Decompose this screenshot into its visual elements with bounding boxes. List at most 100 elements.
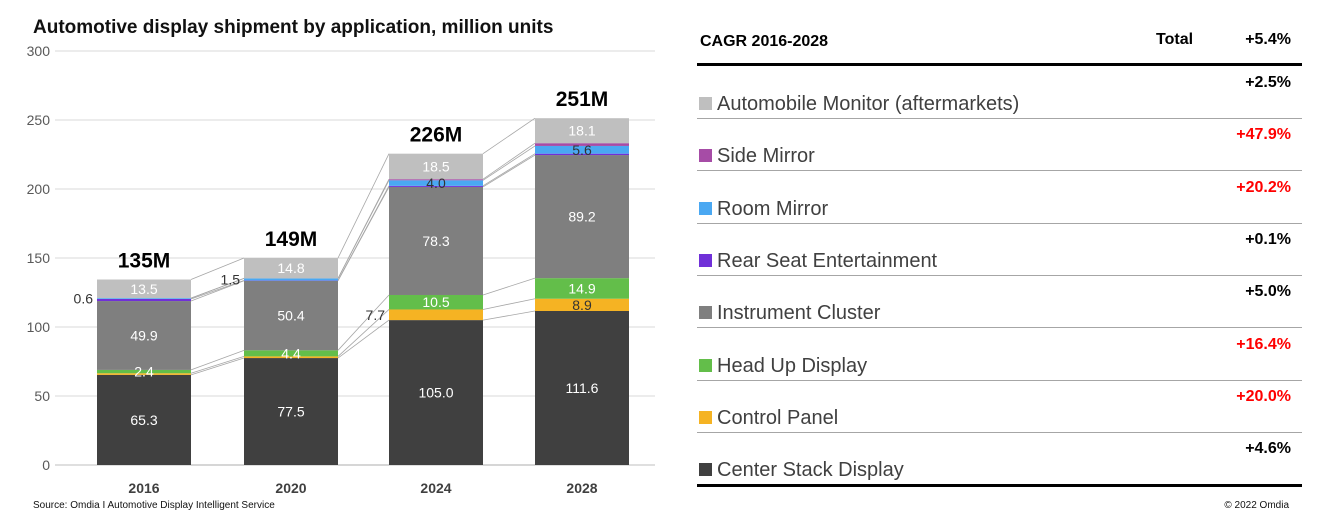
bar-segment	[244, 278, 338, 281]
bar-segment	[535, 278, 629, 299]
legend-label: Side Mirror	[717, 145, 815, 168]
connector-line	[337, 153, 390, 259]
bar-segment	[535, 145, 629, 154]
bar-segment	[535, 310, 629, 465]
source-note: Source: Omdia I Automotive Display Intel…	[33, 500, 275, 511]
bar-segment	[97, 298, 191, 302]
total-label: 251M	[556, 88, 609, 111]
x-tick-label: 2024	[420, 480, 451, 496]
data-label: 14.9	[568, 280, 595, 296]
connector-line	[190, 280, 245, 302]
bar-segment	[244, 258, 338, 279]
bar-segment	[535, 298, 629, 311]
bar-segment	[244, 280, 338, 351]
data-label: 4.4	[281, 345, 301, 361]
cagr-value: +5.0%	[1245, 283, 1291, 301]
cagr-heading: CAGR 2016-2028	[700, 33, 829, 50]
cagr-row: Side Mirror +47.9%	[697, 118, 1302, 172]
data-label: 14.8	[277, 260, 304, 276]
data-label: 78.3	[422, 233, 449, 249]
bar-segment	[97, 373, 191, 375]
data-label: 0.6	[74, 291, 94, 307]
connector-line	[482, 145, 536, 181]
total-label: 226M	[410, 124, 463, 147]
y-tick-label: 250	[27, 112, 51, 128]
copyright: © 2022 Omdia	[1224, 500, 1289, 511]
data-label: 18.1	[568, 123, 595, 139]
bar-segment	[97, 298, 191, 299]
data-label: 4.0	[426, 175, 446, 191]
y-tick-label: 200	[27, 181, 51, 197]
data-label: 77.5	[277, 404, 304, 420]
connector-line	[337, 309, 390, 357]
bar-segment	[389, 185, 483, 187]
data-label: 89.2	[568, 209, 595, 225]
legend-label: Automobile Monitor (aftermarkets)	[717, 93, 1020, 115]
bar-segment	[97, 374, 191, 465]
cagr-row: Instrument Cluster +5.0%	[697, 275, 1302, 329]
bar-segment	[535, 153, 629, 156]
legend-label: Control Panel	[717, 406, 839, 429]
header-divider	[697, 63, 1302, 66]
bar-segment	[389, 179, 483, 181]
bar-segment	[389, 180, 483, 186]
bar-segment	[389, 309, 483, 321]
bar-segment	[97, 369, 191, 374]
bar-segment	[389, 320, 483, 465]
legend-swatch	[699, 149, 712, 163]
data-label: 7.7	[366, 307, 386, 323]
cagr-row: Rear Seat Entertainment +0.1%	[697, 223, 1302, 276]
cagr-row: Room Mirror +20.2%	[697, 171, 1302, 224]
data-label: 5.6	[572, 142, 592, 158]
cagr-value: +4.6%	[1245, 440, 1291, 458]
cagr-row: Center Stack Display +4.6%	[697, 432, 1302, 486]
data-label: 18.5	[422, 158, 449, 174]
cagr-value: +20.0%	[1236, 387, 1291, 405]
connector-line	[482, 117, 536, 155]
data-label: 111.6	[566, 380, 599, 396]
footer-divider	[697, 484, 1302, 487]
cagr-value: +2.5%	[1245, 74, 1291, 91]
connector-line	[190, 278, 245, 299]
data-label: 10.5	[422, 294, 449, 310]
bar-segment	[389, 186, 483, 295]
connector-line	[482, 298, 536, 310]
legend-swatch	[699, 463, 712, 477]
connector-line	[482, 277, 536, 296]
cagr-row: Control Panel +20.0%	[697, 380, 1302, 433]
data-label: 13.5	[130, 281, 157, 297]
bar-segment	[535, 118, 629, 144]
data-label: 2.4	[134, 364, 154, 380]
y-tick-label: 50	[34, 388, 50, 404]
legend-label: Head Up Display	[717, 354, 868, 377]
connector-line	[482, 142, 536, 180]
bar-segment	[535, 143, 629, 146]
legend-swatch	[699, 358, 712, 372]
stacked-bar-chart: 0 50 100 150 200 250 300 65.3 49.9 13.5 2.4 0.6 135M…	[27, 43, 655, 496]
legend-swatch	[699, 306, 712, 320]
y-tick-label: 150	[27, 250, 51, 266]
legend-label: Rear Seat Entertainment	[717, 249, 938, 272]
total-label: 149M	[265, 228, 318, 251]
legend-label: Center Stack Display	[717, 459, 904, 482]
cagr-total-value: +5.4%	[1245, 31, 1291, 48]
y-tick-label: 100	[27, 319, 51, 335]
connector-line	[190, 356, 245, 374]
bar-segment	[389, 294, 483, 310]
bar-segment	[97, 301, 191, 370]
bar-segment	[244, 356, 338, 359]
connector-line	[190, 280, 245, 300]
bar-segment	[389, 153, 483, 180]
x-tick-label: 2020	[275, 480, 306, 496]
y-tick-label: 300	[27, 43, 51, 59]
data-label: 105.0	[418, 385, 453, 401]
connector-line	[190, 357, 245, 376]
connector-line	[337, 185, 390, 281]
cagr-total-label: Total	[1156, 31, 1194, 48]
data-label: 8.9	[572, 297, 592, 313]
legend-swatch	[699, 97, 712, 110]
legend-label: Room Mirror	[717, 197, 829, 220]
connector-line	[482, 154, 536, 188]
bar-segment	[244, 350, 338, 357]
connector-line	[190, 349, 245, 371]
